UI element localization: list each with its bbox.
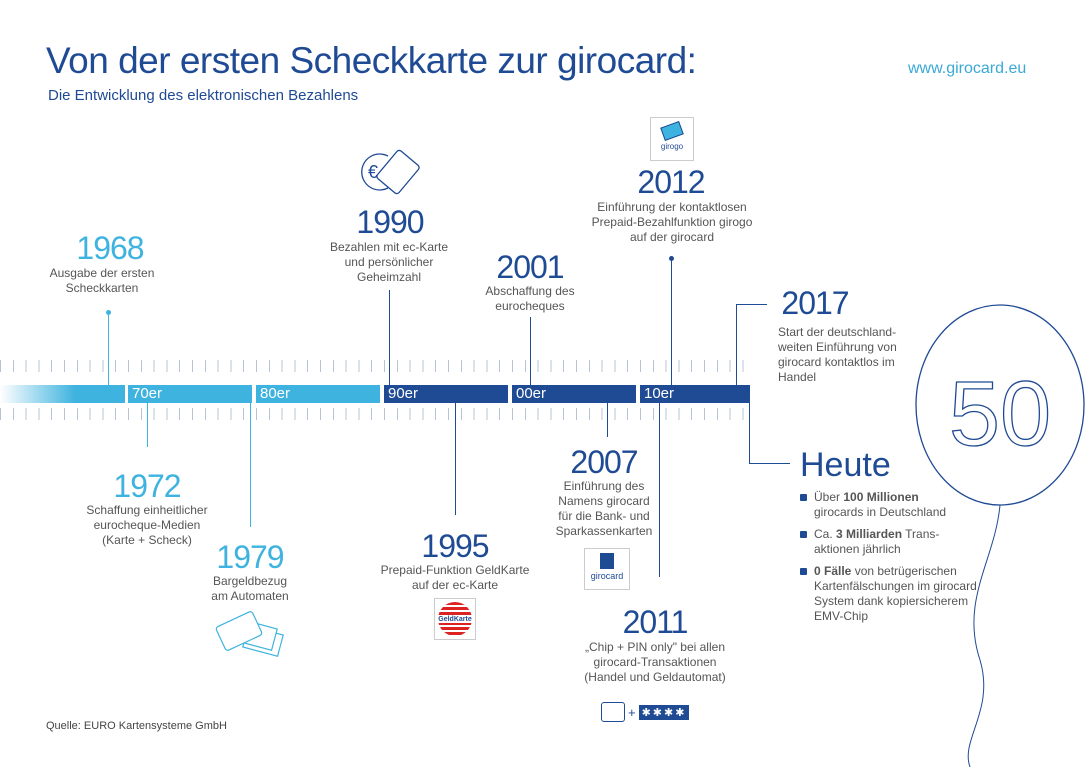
ticks-top xyxy=(0,360,750,372)
card-and-cash-icon xyxy=(215,611,284,658)
text-1972: Schaffung einheitlicher eurocheque-Medien… xyxy=(86,503,208,547)
connector-2011 xyxy=(659,403,660,577)
decade-90er: 90er xyxy=(384,385,508,403)
text-1968: Ausgabe der ersten Scheckkarten xyxy=(49,266,155,295)
connector-2001 xyxy=(530,317,531,385)
connector-1979 xyxy=(250,403,251,527)
decade-10er: 10er xyxy=(640,385,750,403)
connector-1995 xyxy=(455,403,456,515)
connector-1968 xyxy=(108,313,109,385)
girocard-logo: girocard xyxy=(584,548,630,590)
decade-70er: 70er xyxy=(128,385,252,403)
text-2011: „Chip + PIN only" bei allen girocard-Tran… xyxy=(584,640,726,684)
ticks-bottom xyxy=(0,408,750,420)
chip-icon xyxy=(601,702,625,722)
year-2017: 2017 xyxy=(781,285,849,321)
year-2012: 2012 xyxy=(637,164,705,200)
connector-2007 xyxy=(607,403,608,437)
decade-00er: 00er xyxy=(512,385,636,403)
text-1995: Prepaid-Funktion GeldKarte auf der ec-Kar… xyxy=(380,563,530,592)
dot xyxy=(106,310,111,315)
text-1979: Bargeldbezug am Automaten xyxy=(211,574,289,603)
year-1979: 1979 xyxy=(216,539,284,575)
connector-2017 xyxy=(736,304,767,386)
timeline-start xyxy=(0,385,125,403)
year-2001: 2001 xyxy=(496,249,564,285)
year-2007: 2007 xyxy=(570,444,638,480)
svg-text:€: € xyxy=(368,162,378,182)
balloon-50-icon: 50 xyxy=(915,304,1085,767)
page-subtitle: Die Entwicklung des elektronischen Bezah… xyxy=(48,87,359,104)
year-1972: 1972 xyxy=(113,468,181,504)
text-2017: Start der deutschland-weiten Einführung … xyxy=(778,325,897,384)
text-2012: Einführung der kontaktlosen Prepaid-Bezah… xyxy=(591,200,753,244)
decade-80er: 80er xyxy=(256,385,380,403)
connector-2012 xyxy=(671,258,672,385)
heute-item: 0 Fälle von betrügerischen Kartenfälschu… xyxy=(800,564,980,624)
connector-1972 xyxy=(147,403,148,447)
year-1995: 1995 xyxy=(421,528,489,564)
year-1990: 1990 xyxy=(356,204,424,240)
heute-item: Über 100 Millionen girocards in Deutschla… xyxy=(800,490,980,520)
website-link[interactable]: www.girocard.eu xyxy=(908,60,1027,77)
connector-1990 xyxy=(389,290,390,385)
page-title: Von der ersten Scheckkarte zur girocard: xyxy=(46,40,697,81)
source-note: Quelle: EURO Kartensysteme GmbH xyxy=(46,720,227,732)
year-1968: 1968 xyxy=(76,230,144,266)
euro-card-icon: € xyxy=(358,148,422,201)
heute-item: Ca. 3 Milliarden Trans-aktionen jährlich xyxy=(800,527,980,557)
heute-list: Über 100 Millionen girocards in Deutschla… xyxy=(800,490,980,631)
text-1990: Bezahlen mit ec-Karte und persönlicher Geh… xyxy=(329,240,449,284)
text-2007: Einführung des Namens girocard für die Ban… xyxy=(555,479,653,538)
balloon-number: 50 xyxy=(949,363,1051,465)
girogo-logo: girogo xyxy=(650,117,694,161)
dot xyxy=(669,256,674,261)
text-2001: Abschaffung des eurocheques xyxy=(485,284,575,313)
heute-title: Heute xyxy=(800,446,891,484)
geldkarte-logo: GeldKarte xyxy=(434,598,476,640)
connector-heute xyxy=(749,403,790,464)
year-2011: 2011 xyxy=(622,604,689,640)
pin-icon: ✱✱✱✱ xyxy=(638,704,690,720)
chip-pin-icon: + ✱✱✱✱ xyxy=(601,702,690,722)
